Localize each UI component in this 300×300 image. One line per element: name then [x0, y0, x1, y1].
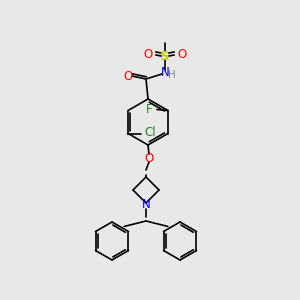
Text: N: N — [142, 199, 150, 212]
Text: N: N — [160, 67, 169, 80]
Text: O: O — [144, 152, 154, 164]
Text: O: O — [143, 47, 153, 61]
Text: F: F — [146, 103, 152, 116]
Text: O: O — [123, 70, 133, 83]
Text: O: O — [177, 47, 187, 61]
Text: Cl: Cl — [144, 126, 156, 139]
Text: S: S — [160, 50, 170, 62]
Text: H: H — [168, 70, 176, 80]
